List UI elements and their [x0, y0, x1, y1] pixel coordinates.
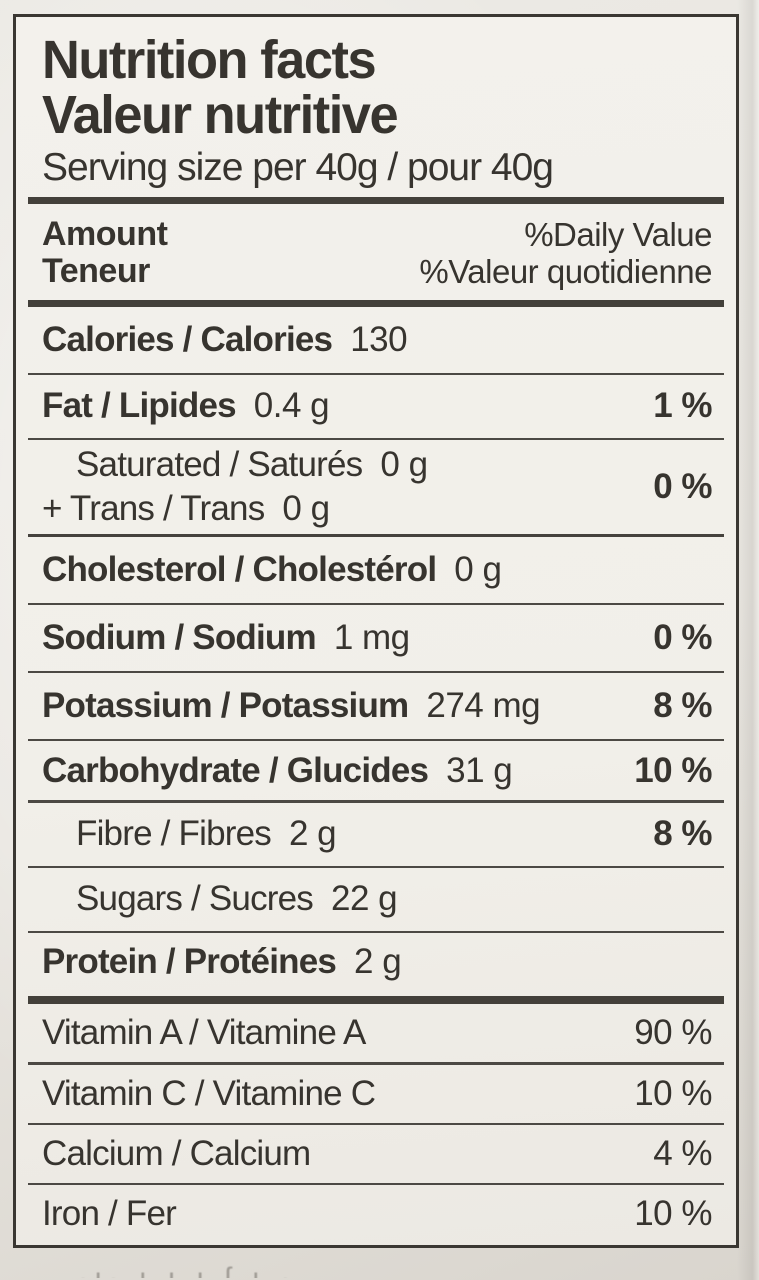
sodium-value: 1 mg	[333, 618, 410, 658]
divider-thick-top	[28, 197, 724, 205]
row-calories: Calories / Calories 130	[16, 307, 736, 373]
row-sugars: Sugars / Sucres 22 g	[16, 868, 736, 931]
row-fat: Fat / Lipides 0.4 g 1 %	[16, 375, 736, 438]
divider	[28, 671, 724, 674]
divider	[28, 930, 724, 933]
divider	[28, 739, 724, 742]
divider	[28, 372, 724, 375]
calcium-name: Calcium / Calcium	[42, 1133, 311, 1173]
sodium-percent: 0 %	[653, 618, 712, 658]
fat-name: Fat / Lipides	[42, 386, 237, 426]
row-carbohydrate: Carbohydrate / Glucides 31 g 10 %	[16, 741, 736, 800]
label-header: Nutrition facts Valeur nutritive Serving…	[16, 17, 736, 191]
fat-percent: 1 %	[653, 386, 712, 426]
vitamin-c-name: Vitamin C / Vitamine C	[42, 1073, 376, 1113]
divider-thick-micros	[28, 995, 724, 1005]
saturated-value: 0 g	[380, 445, 428, 484]
sugars-name: Sugars / Sucres	[76, 879, 314, 919]
row-cholesterol: Cholesterol / Cholestérol 0 g	[16, 537, 736, 603]
saturated-line: Saturated / Saturés 0 g	[42, 443, 428, 487]
fibre-percent: 8 %	[653, 814, 712, 853]
row-saturated-trans: Saturated / Saturés 0 g + Trans / Trans …	[16, 440, 736, 534]
amount-labels: Amount Teneur	[42, 215, 168, 291]
title-english: Nutrition facts	[42, 30, 377, 90]
trans-line: + Trans / Trans 0 g	[42, 487, 428, 531]
amount-english: Amount	[42, 215, 168, 254]
row-potassium: Potassium / Potassium 274 mg 8 %	[16, 673, 736, 739]
row-sodium: Sodium / Sodium 1 mg 0 %	[16, 605, 736, 671]
fibre-name: Fibre / Fibres	[76, 814, 272, 853]
row-fibre: Fibre / Fibres 2 g 8 %	[16, 803, 736, 866]
title-french: Valeur nutritive	[42, 85, 399, 145]
nutrition-facts-label: Nutrition facts Valeur nutritive Serving…	[13, 14, 739, 1248]
carbohydrate-value: 31 g	[446, 750, 513, 790]
sugars-value: 22 g	[331, 879, 398, 919]
amount-french: Teneur	[42, 252, 150, 291]
saturated-trans-lines: Saturated / Saturés 0 g + Trans / Trans …	[42, 443, 428, 531]
divider	[28, 1122, 724, 1125]
potassium-name: Potassium / Potassium	[42, 686, 409, 726]
calories-value: 130	[350, 319, 408, 359]
protein-value: 2 g	[354, 942, 402, 982]
divider	[28, 1062, 724, 1065]
divider	[28, 437, 724, 440]
daily-value-french: %Valeur quotidienne	[419, 253, 712, 291]
vitamin-a-percent: 90 %	[634, 1013, 712, 1053]
vitamin-a-name: Vitamin A / Vitamine A	[42, 1013, 366, 1053]
cholesterol-value: 0 g	[454, 549, 502, 589]
trans-value: 0 g	[282, 489, 330, 528]
divider	[28, 1182, 724, 1185]
divider	[28, 800, 724, 803]
row-protein: Protein / Protéines 2 g	[16, 933, 736, 992]
carbohydrate-percent: 10 %	[634, 750, 712, 790]
vitamin-c-percent: 10 %	[634, 1073, 712, 1113]
divider-thick-amount	[28, 300, 724, 307]
saturated-trans-percent: 0 %	[653, 467, 712, 506]
divider	[28, 865, 724, 868]
iron-name: Iron / Fer	[42, 1193, 177, 1233]
fat-value: 0.4 g	[253, 386, 330, 426]
row-calcium: Calcium / Calcium 4 %	[16, 1125, 736, 1183]
calcium-percent: 4 %	[653, 1133, 712, 1173]
cholesterol-name: Cholesterol / Cholestérol	[42, 549, 437, 589]
saturated-name: Saturated / Saturés	[76, 445, 363, 484]
trans-name: + Trans / Trans	[42, 489, 265, 528]
amount-header-row: Amount Teneur %Daily Value %Valeur quoti…	[16, 204, 736, 300]
divider	[28, 602, 724, 606]
daily-value-english: %Daily Value	[524, 216, 712, 254]
protein-name: Protein / Protéines	[42, 942, 337, 982]
row-iron: Iron / Fer 10 %	[16, 1185, 736, 1243]
fibre-value: 2 g	[288, 814, 337, 853]
row-vitamin-a: Vitamin A / Vitamine A 90 %	[16, 1004, 736, 1062]
divider-medium	[28, 534, 724, 537]
daily-value-labels: %Daily Value %Valeur quotidienne	[419, 216, 712, 290]
cut-off-text-fragments: ·ı· ı ı ı ſ ı ·	[78, 1264, 478, 1278]
iron-percent: 10 %	[634, 1193, 712, 1233]
potassium-value: 274 mg	[426, 686, 541, 726]
carbohydrate-name: Carbohydrate / Glucides	[42, 750, 429, 790]
row-vitamin-c: Vitamin C / Vitamine C 10 %	[16, 1065, 736, 1123]
potassium-percent: 8 %	[653, 686, 712, 726]
sodium-name: Sodium / Sodium	[42, 618, 317, 658]
calories-name: Calories / Calories	[42, 319, 333, 359]
serving-size: Serving size per 40g / pour 40g	[42, 146, 554, 189]
